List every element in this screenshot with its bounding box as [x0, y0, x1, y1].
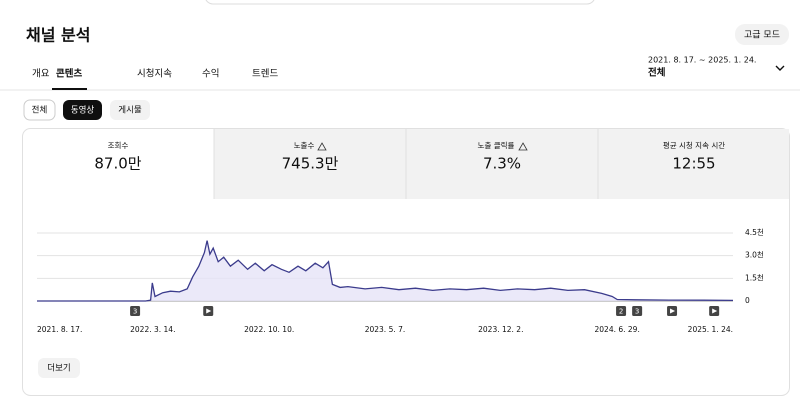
y-tick-label: 0: [745, 296, 750, 305]
warning-icon[interactable]: [518, 142, 528, 151]
x-tick-label: 2022. 3. 14.: [130, 325, 175, 334]
marker[interactable]: [632, 306, 643, 316]
tab[interactable]: 개요: [32, 69, 50, 80]
metric-bg: [214, 129, 789, 199]
date-range[interactable]: 2021. 8. 17. ~ 2025. 1. 24.: [648, 56, 756, 65]
marker-label: 3: [133, 308, 137, 316]
y-tick-label: 4.5천: [745, 227, 764, 237]
tab[interactable]: 콘텐츠: [56, 68, 82, 80]
marker[interactable]: [616, 306, 627, 316]
more-button[interactable]: [38, 358, 80, 378]
chip[interactable]: [110, 100, 150, 120]
advanced-button[interactable]: [735, 24, 789, 45]
tab-underline: [52, 88, 87, 90]
metric-value: 7.3%: [483, 155, 521, 173]
x-tick-label: 2024. 6. 29.: [595, 325, 640, 334]
line: [37, 240, 734, 302]
marker-play-icon: [712, 308, 718, 314]
chart: 0 1.5천 3.0천 4.5천 2021. 8. 17. 2022. 3. 14. 202…: [37, 227, 764, 334]
x-tick-label: 2022. 10. 10.: [244, 325, 294, 334]
marker-play-icon: [206, 308, 212, 314]
marker-label: 2: [619, 308, 623, 316]
metric-value: 87.0만: [94, 155, 141, 173]
page-title: 채널 분석: [26, 26, 90, 45]
dropdown-chevron[interactable]: [775, 65, 785, 71]
tab[interactable]: 트렌드: [252, 69, 278, 80]
search-bar[interactable]: [205, 0, 595, 5]
more-button-label: 더보기: [47, 364, 70, 374]
warning-icon[interactable]: [317, 142, 327, 151]
area: [37, 240, 733, 301]
metric-value: 12:55: [672, 155, 715, 173]
metric-label[interactable]: 평균 시청 지속 시간: [663, 140, 725, 150]
x-tick-label: 2023. 12. 2.: [478, 325, 523, 334]
marker-play-icon: [670, 308, 676, 314]
metric-label[interactable]: 노출수: [294, 140, 315, 150]
date-range-label[interactable]: 전체: [648, 67, 665, 79]
metric-label[interactable]: 조회수: [108, 141, 129, 150]
metric-value: 745.3만: [282, 155, 339, 173]
chip-label: 게시물: [118, 105, 142, 116]
chip-selected[interactable]: [63, 100, 102, 120]
x-tick-label: 2021. 8. 17.: [37, 325, 82, 334]
tab[interactable]: 수익: [202, 68, 219, 80]
marker[interactable]: [130, 306, 141, 316]
tab[interactable]: 시청지속: [137, 69, 172, 80]
y-tick-label: 1.5천: [745, 272, 764, 282]
chip[interactable]: [23, 99, 56, 121]
y-tick-label: 3.0천: [745, 250, 764, 260]
marker-label: 3: [635, 308, 639, 316]
chip-label: 동영상: [71, 105, 95, 116]
advanced-button-label: 고급 모드: [744, 30, 780, 41]
x-tick-label: 2023. 5. 7.: [365, 325, 406, 334]
chip-label: 전체: [32, 105, 48, 116]
x-tick-label: 2025. 1. 24.: [688, 325, 733, 334]
metric-label[interactable]: 노출 클릭률: [478, 140, 515, 150]
